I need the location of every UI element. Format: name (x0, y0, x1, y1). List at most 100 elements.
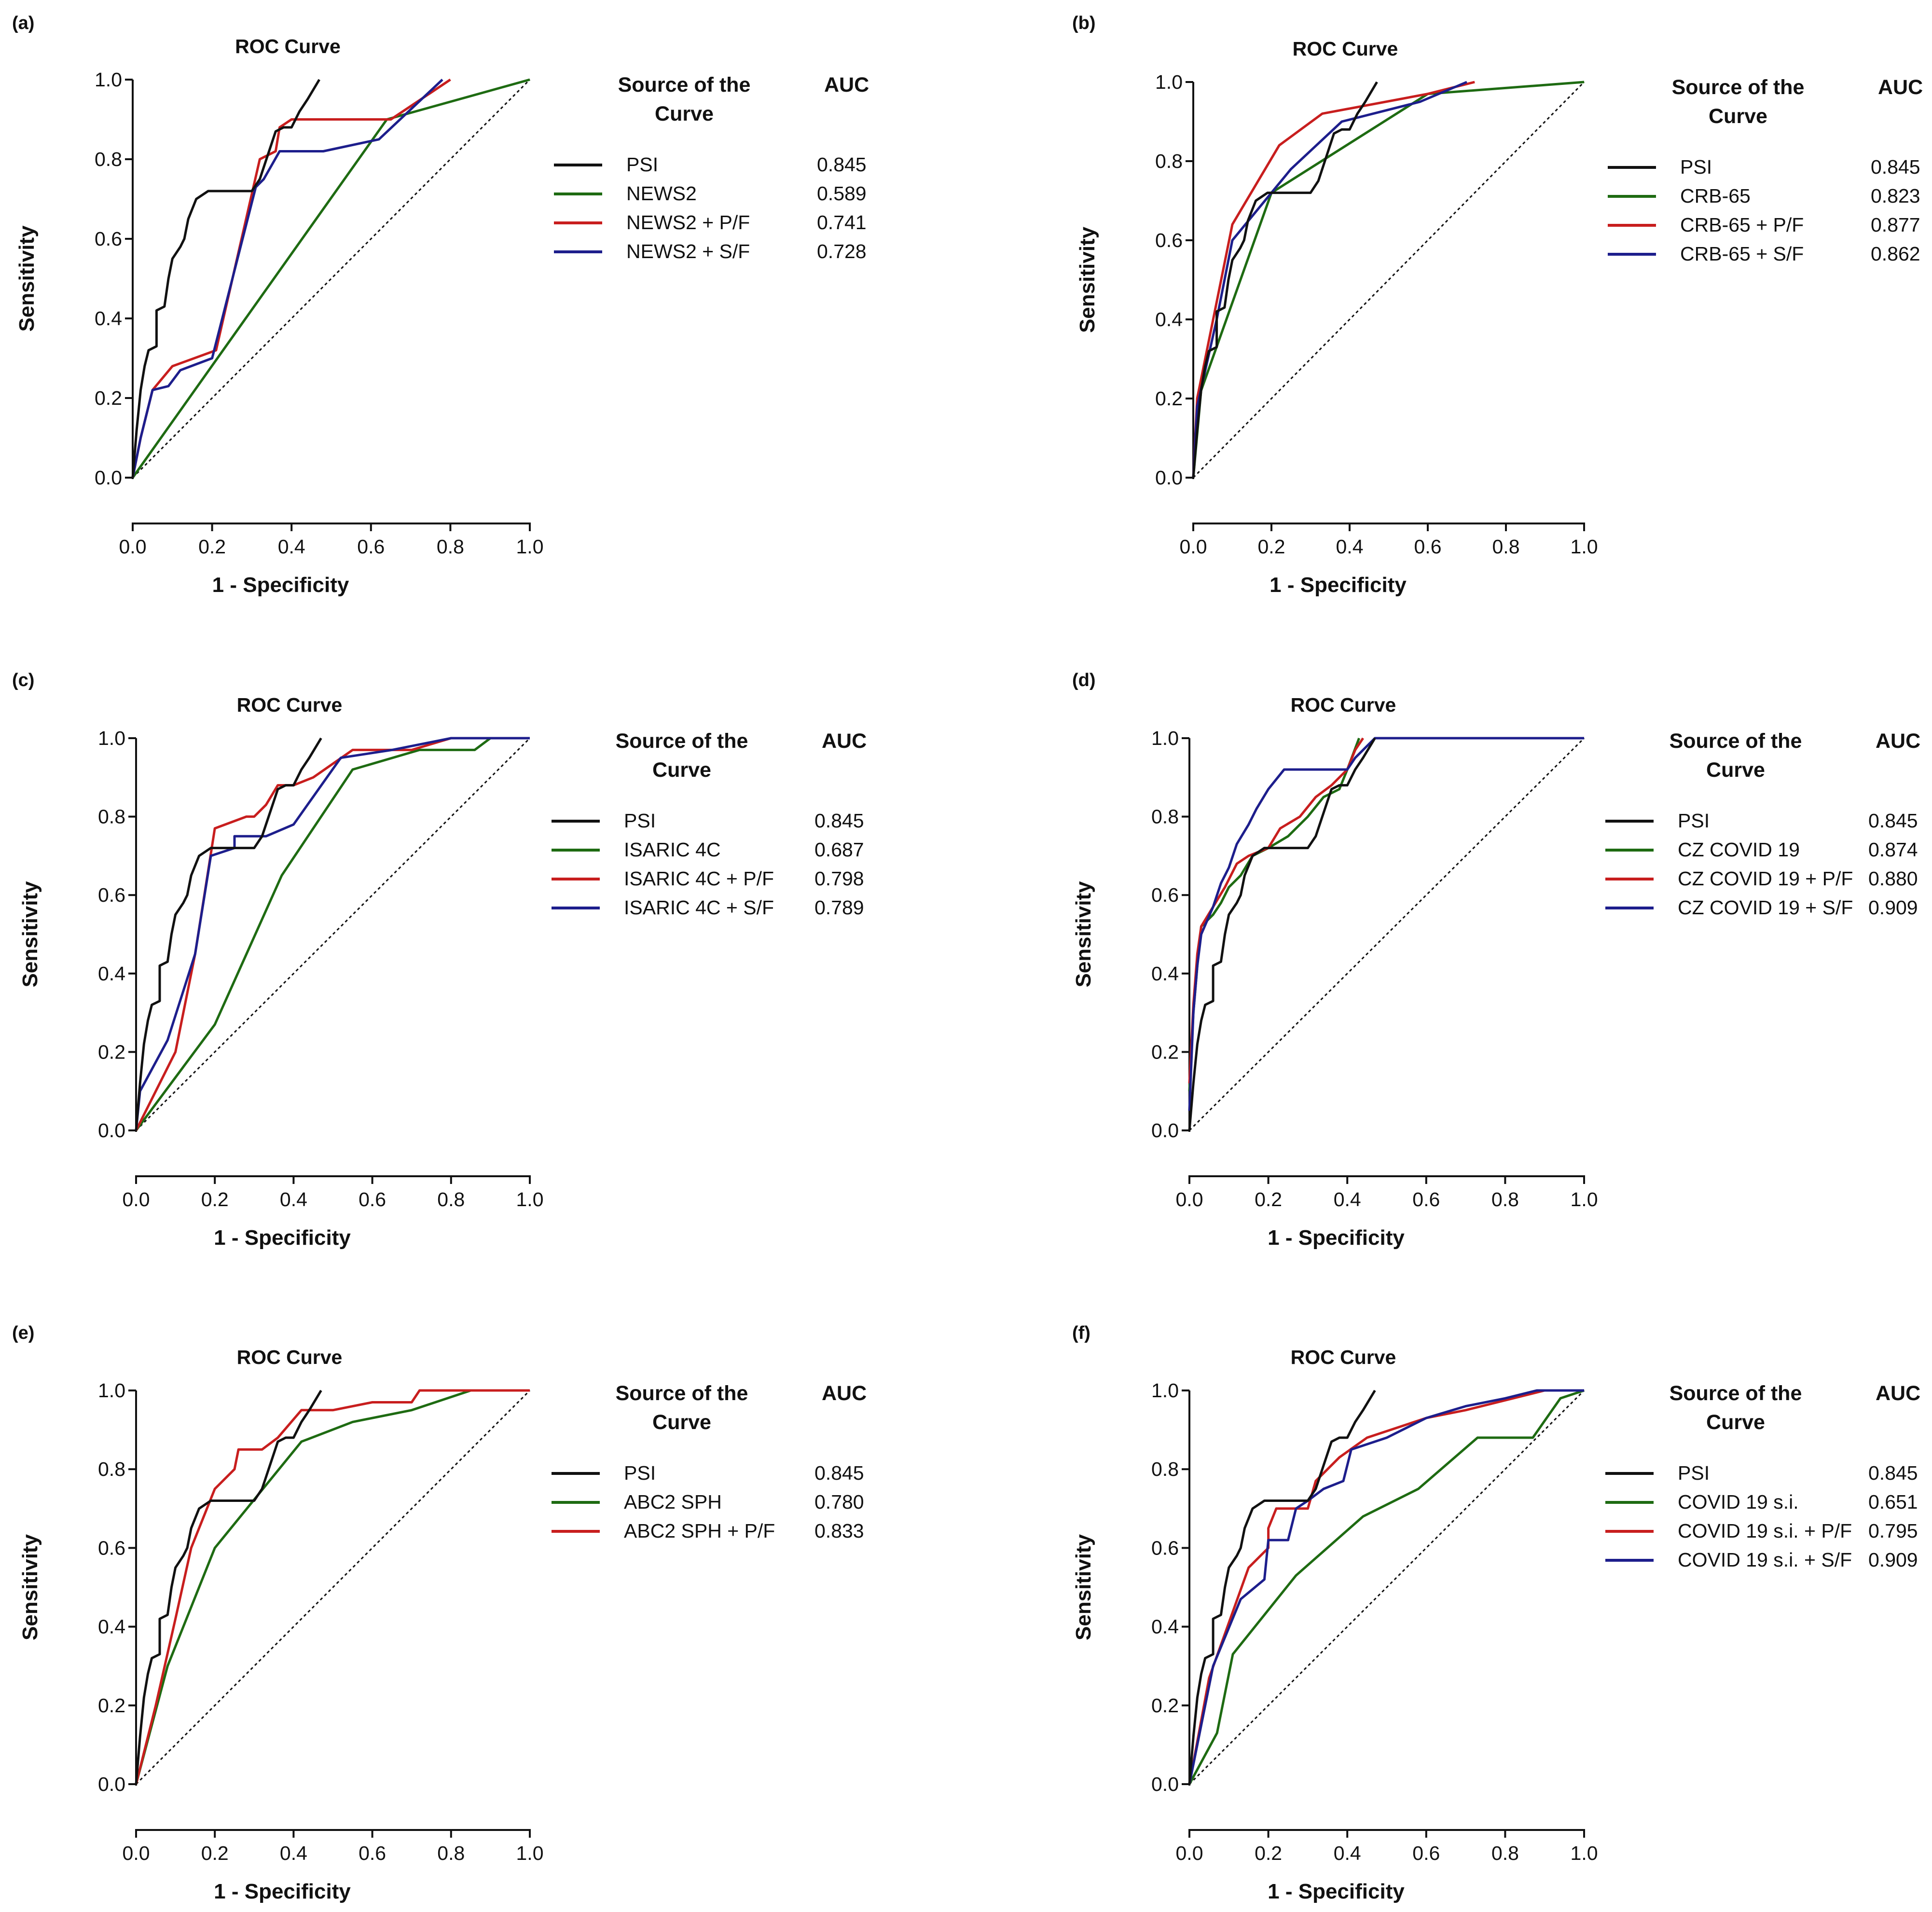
chart2-legend-label-isaric-4c: ISARIC 4C (624, 839, 721, 861)
chart0-panel-letter: (a) (12, 13, 34, 33)
chart1-ytick-label: 0.2 (1155, 387, 1183, 410)
chart1-legend-label-crb-65-s-f: CRB-65 + S/F (1680, 243, 1804, 265)
chart2-legend-label-isaric-4c-s-f: ISARIC 4C + S/F (624, 896, 774, 919)
chart3-legend-auc-cz-covid-19-s-f: 0.909 (1868, 896, 1918, 919)
chart1-xtick-label: 0.4 (1336, 536, 1364, 558)
chart5-xtick-label: 1.0 (1571, 1842, 1598, 1864)
chart4-reference-line (135, 1389, 531, 1785)
chart0-xtick-label: 0.4 (278, 536, 305, 558)
chart4-xtick-label: 0.6 (359, 1842, 386, 1864)
chart2-ytick-label: 1.0 (98, 727, 125, 749)
chart2-legend-auc-isaric-4c: 0.687 (814, 839, 864, 861)
chart1-y-axis-label: Sensitivity (1076, 226, 1099, 333)
chart4-ytick-label: 0.8 (98, 1458, 125, 1480)
chart4-xtick-label: 0.8 (437, 1842, 465, 1864)
chart0-ytick-label: 1.0 (95, 69, 122, 91)
chart0-ytick-label: 0.4 (95, 307, 122, 330)
chart0-panel: (a) ROC Curve 0.0 0.2 0.4 0.6 0.8 1.0 0.0 0.2 0.4 0… (12, 13, 869, 597)
chart4-legend-header-source-2: Curve (652, 1411, 711, 1434)
chart0-xtick-label: 1.0 (516, 536, 544, 558)
chart2-ytick-label: 0.6 (98, 884, 125, 906)
chart4-xtick-label: 0.4 (280, 1842, 307, 1864)
chart3-legend-auc-psi: 0.845 (1868, 810, 1918, 832)
chart4-legend-header-auc: AUC (822, 1382, 867, 1405)
chart4-title: ROC Curve (237, 1346, 343, 1368)
chart2-panel: (c) ROC Curve 0.0 0.2 0.4 0.6 0.8 1.0 0.0 0.2 0.4 0… (12, 670, 867, 1250)
chart1-ytick-label: 0.8 (1155, 150, 1183, 172)
chart0-xtick-label: 0.2 (198, 536, 226, 558)
chart5-legend-header-auc: AUC (1876, 1382, 1920, 1405)
chart3-xtick-label: 0.2 (1255, 1188, 1282, 1210)
chart1-xtick-label: 1.0 (1571, 536, 1598, 558)
chart3-ytick-label: 0.8 (1151, 806, 1179, 828)
chart3-ytick-label: 0.6 (1151, 884, 1179, 906)
chart5-panel: (f) ROC Curve 0.0 0.2 0.4 0.6 0.8 1.0 0.0 0.2 0.4 0… (1072, 1323, 1920, 1903)
chart5-xtick-label: 0.6 (1412, 1842, 1440, 1864)
chart3-title: ROC Curve (1291, 694, 1396, 716)
chart3-legend-header-source: Source of the (1670, 729, 1802, 753)
chart2-xtick-label: 0.8 (437, 1188, 465, 1210)
chart4-ytick-label: 0.4 (98, 1616, 125, 1638)
chart2-legend-auc-isaric-4c-s-f: 0.789 (814, 896, 864, 919)
chart5-xtick-label: 0.0 (1176, 1842, 1203, 1864)
chart0-title: ROC Curve (235, 35, 341, 57)
chart5-xtick-label: 0.8 (1491, 1842, 1519, 1864)
chart5-legend-header-source-2: Curve (1706, 1411, 1765, 1434)
chart5-legend-auc-covid-19-s-i-p-f: 0.795 (1868, 1520, 1918, 1542)
chart1-ytick-label: 0.6 (1155, 229, 1183, 251)
chart4-legend-label-abc2-sph-p-f: ABC2 SPH + P/F (624, 1520, 775, 1542)
chart4-ytick-label: 0.2 (98, 1694, 125, 1717)
chart4-legend-header-source: Source of the (616, 1382, 748, 1405)
chart2-legend-header-source: Source of the (616, 729, 748, 753)
chart0-legend-label-news2-s-f: NEWS2 + S/F (626, 240, 750, 262)
chart4-ytick-label: 0.6 (98, 1537, 125, 1559)
chart2-legend-auc-isaric-4c-p-f: 0.798 (814, 867, 864, 890)
chart4-legend-label-abc2-sph: ABC2 SPH (624, 1491, 722, 1513)
chart3-legend-label-cz-covid-19-p-f: CZ COVID 19 + P/F (1678, 867, 1853, 890)
chart0-legend: Source of the Curve AUC PSI 0.845 NEWS2 0.589 N… (554, 73, 869, 262)
chart4-legend: Source of the Curve AUC PSI 0.845 ABC2 SPH 0.7… (552, 1382, 867, 1542)
chart1-x-axis-label: 1 - Specificity (1270, 573, 1407, 597)
chart5-legend-auc-covid-19-s-i-s-f: 0.909 (1868, 1549, 1918, 1571)
chart4-ytick-label: 1.0 (98, 1379, 125, 1402)
chart5-x-axis-label: 1 - Specificity (1268, 1880, 1405, 1903)
chart1-legend-auc-psi: 0.845 (1871, 156, 1920, 178)
chart2-xtick-label: 0.2 (201, 1188, 229, 1210)
chart5-ytick-label: 0.6 (1151, 1537, 1179, 1559)
chart3-xtick-label: 0.6 (1412, 1188, 1440, 1210)
chart3-ytick-label: 0.2 (1151, 1041, 1179, 1063)
chart1-legend-header-auc: AUC (1878, 76, 1923, 99)
chart5-series-line-covid-19-s-i-s-f (1188, 1389, 1584, 1785)
chart5-legend: Source of the Curve AUC PSI 0.845 COVID 19 s.… (1605, 1382, 1920, 1571)
chart4-legend-auc-abc2-sph-p-f: 0.833 (814, 1520, 864, 1542)
chart5-xtick-label: 0.2 (1255, 1842, 1282, 1864)
chart1-xtick-label: 0.8 (1492, 536, 1520, 558)
chart5-title: ROC Curve (1291, 1346, 1396, 1368)
chart1-series-line-crb-65-s-f (1192, 81, 1467, 478)
chart5-series-line-covid-19-s-i- (1188, 1389, 1585, 1785)
chart2-series-line-psi (135, 737, 322, 1131)
chart5-legend-auc-psi: 0.845 (1868, 1462, 1918, 1484)
chart0-ytick-label: 0.8 (95, 148, 122, 170)
chart2-legend-header-auc: AUC (822, 729, 867, 753)
chart0-legend-label-news2-p-f: NEWS2 + P/F (626, 211, 750, 234)
chart3-ytick-label: 0.4 (1151, 963, 1179, 985)
chart4-xtick-label: 1.0 (516, 1842, 544, 1864)
chart0-series-line-news2-p-f (131, 78, 451, 478)
chart3-xtick-label: 1.0 (1571, 1188, 1598, 1210)
chart3-reference-line (1188, 737, 1585, 1131)
chart4-y-axis-label: Sensitivity (18, 1534, 42, 1640)
chart1-legend-auc-crb-65-s-f: 0.862 (1871, 243, 1920, 265)
chart0-ytick-label: 0.6 (95, 228, 122, 250)
chart3-legend-label-cz-covid-19: CZ COVID 19 (1678, 839, 1800, 861)
chart2-series-line-isaric-4c (135, 737, 491, 1131)
chart0-legend-header-source-2: Curve (655, 102, 714, 125)
chart5-series-line-covid-19-s-i-p-f (1188, 1389, 1545, 1785)
chart0-legend-label-news2: NEWS2 (626, 182, 697, 205)
chart3-legend: Source of the Curve AUC PSI 0.845 CZ COVID 19… (1605, 729, 1920, 919)
chart1-legend-header-source-2: Curve (1709, 105, 1767, 128)
chart3-series-line-cz-covid-19 (1188, 738, 1361, 1091)
chart3-xtick-label: 0.4 (1334, 1188, 1361, 1210)
chart1-legend-label-crb-65: CRB-65 (1680, 185, 1751, 207)
